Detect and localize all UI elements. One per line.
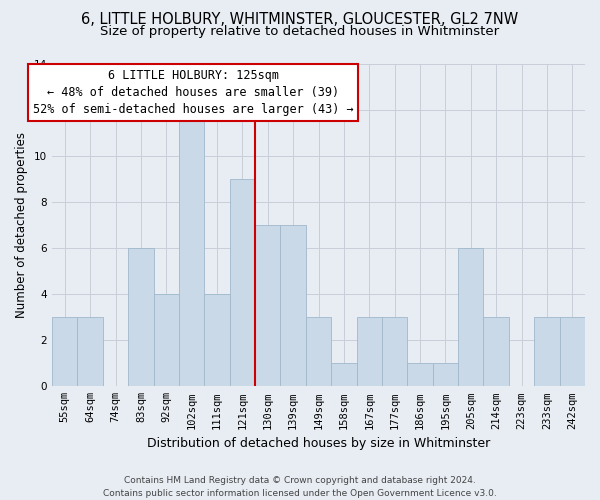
Bar xyxy=(154,294,179,386)
Bar xyxy=(280,225,306,386)
Bar xyxy=(433,364,458,386)
Bar xyxy=(52,317,77,386)
Bar xyxy=(331,364,356,386)
Bar xyxy=(306,317,331,386)
Text: Contains HM Land Registry data © Crown copyright and database right 2024.
Contai: Contains HM Land Registry data © Crown c… xyxy=(103,476,497,498)
Bar xyxy=(77,317,103,386)
Bar xyxy=(179,110,205,386)
Bar xyxy=(356,317,382,386)
Bar xyxy=(534,317,560,386)
Bar xyxy=(255,225,280,386)
Bar xyxy=(407,364,433,386)
Bar xyxy=(382,317,407,386)
Bar xyxy=(484,317,509,386)
Text: 6, LITTLE HOLBURY, WHITMINSTER, GLOUCESTER, GL2 7NW: 6, LITTLE HOLBURY, WHITMINSTER, GLOUCEST… xyxy=(82,12,518,28)
Bar xyxy=(205,294,230,386)
Bar xyxy=(128,248,154,386)
Bar xyxy=(230,179,255,386)
Bar xyxy=(458,248,484,386)
Text: 6 LITTLE HOLBURY: 125sqm
← 48% of detached houses are smaller (39)
52% of semi-d: 6 LITTLE HOLBURY: 125sqm ← 48% of detach… xyxy=(33,69,353,116)
Text: Size of property relative to detached houses in Whitminster: Size of property relative to detached ho… xyxy=(100,25,500,38)
X-axis label: Distribution of detached houses by size in Whitminster: Distribution of detached houses by size … xyxy=(147,437,490,450)
Bar xyxy=(560,317,585,386)
Y-axis label: Number of detached properties: Number of detached properties xyxy=(16,132,28,318)
